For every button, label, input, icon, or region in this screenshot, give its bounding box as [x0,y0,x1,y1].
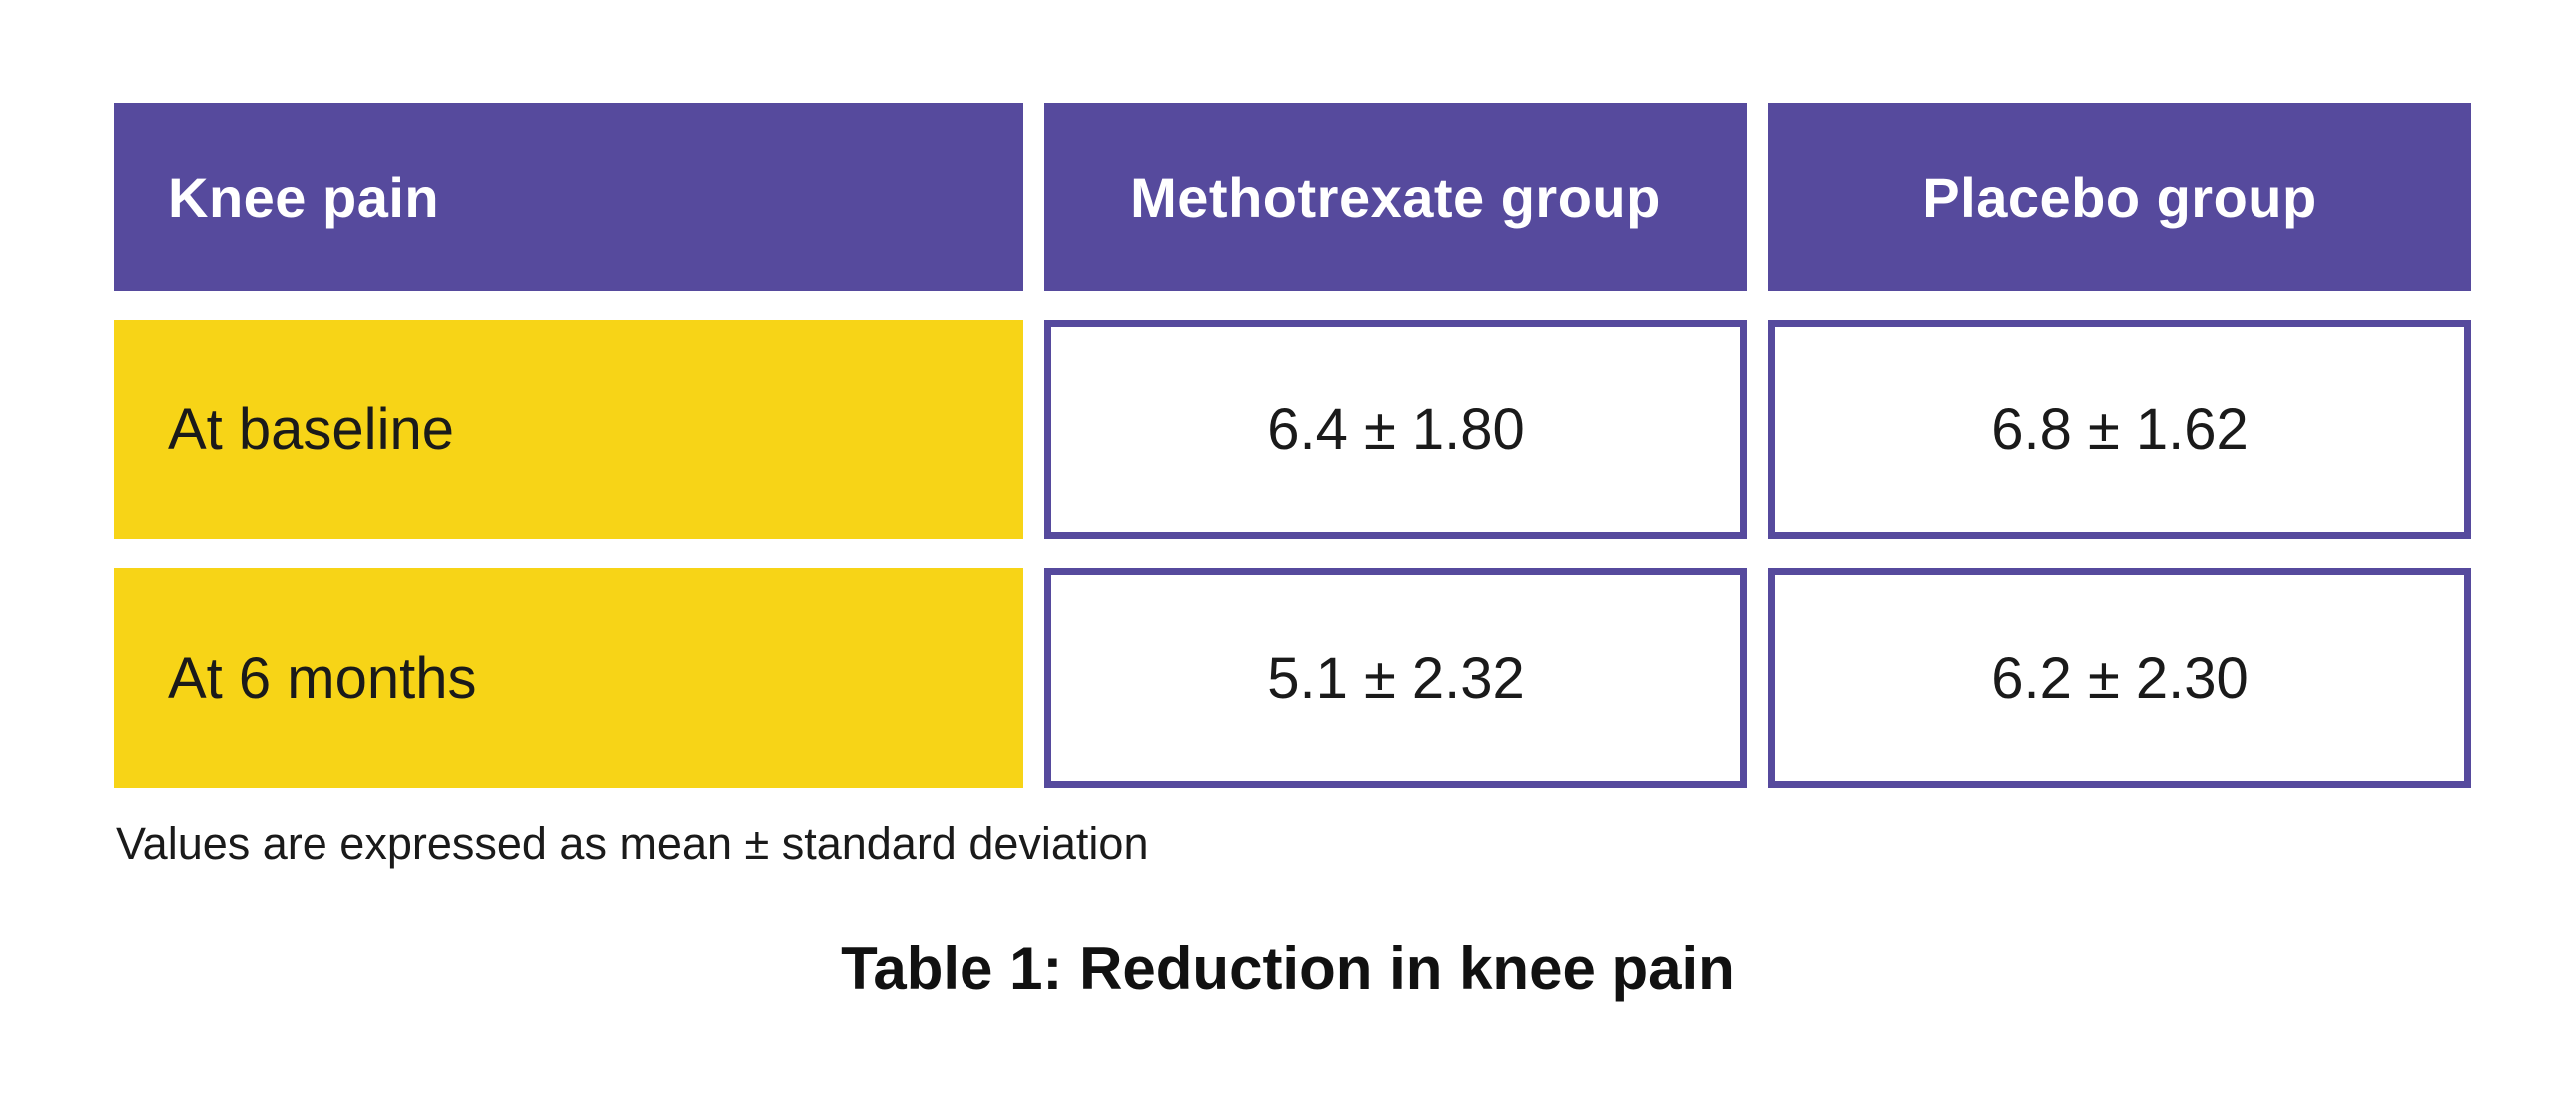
table-footnote: Values are expressed as mean ± standard … [116,819,1149,869]
row-label-text: At 6 months [168,645,477,711]
value-text: 6.8 ± 1.62 [1991,397,2249,462]
table-caption: Table 1: Reduction in knee pain [841,935,1735,1002]
header-label: Placebo group [1922,166,2317,229]
value-cell-baseline-placebo: 6.8 ± 1.62 [1768,320,2471,539]
header-cell-knee-pain: Knee pain [114,103,1023,291]
header-cell-placebo-group: Placebo group [1768,103,2471,291]
value-cell-baseline-methotrexate: 6.4 ± 1.80 [1044,320,1747,539]
value-cell-6months-placebo: 6.2 ± 2.30 [1768,568,2471,788]
knee-pain-table: Knee pain Methotrexate group Placebo gro… [114,103,2471,788]
header-label: Knee pain [168,166,440,229]
value-text: 5.1 ± 2.32 [1267,645,1525,711]
header-cell-methotrexate-group: Methotrexate group [1044,103,1747,291]
row-label-text: At baseline [168,397,454,462]
header-label: Methotrexate group [1130,166,1661,229]
row-label-at-baseline: At baseline [114,320,1023,539]
value-text: 6.4 ± 1.80 [1267,397,1525,462]
value-cell-6months-methotrexate: 5.1 ± 2.32 [1044,568,1747,788]
row-label-at-6-months: At 6 months [114,568,1023,788]
value-text: 6.2 ± 2.30 [1991,645,2249,711]
